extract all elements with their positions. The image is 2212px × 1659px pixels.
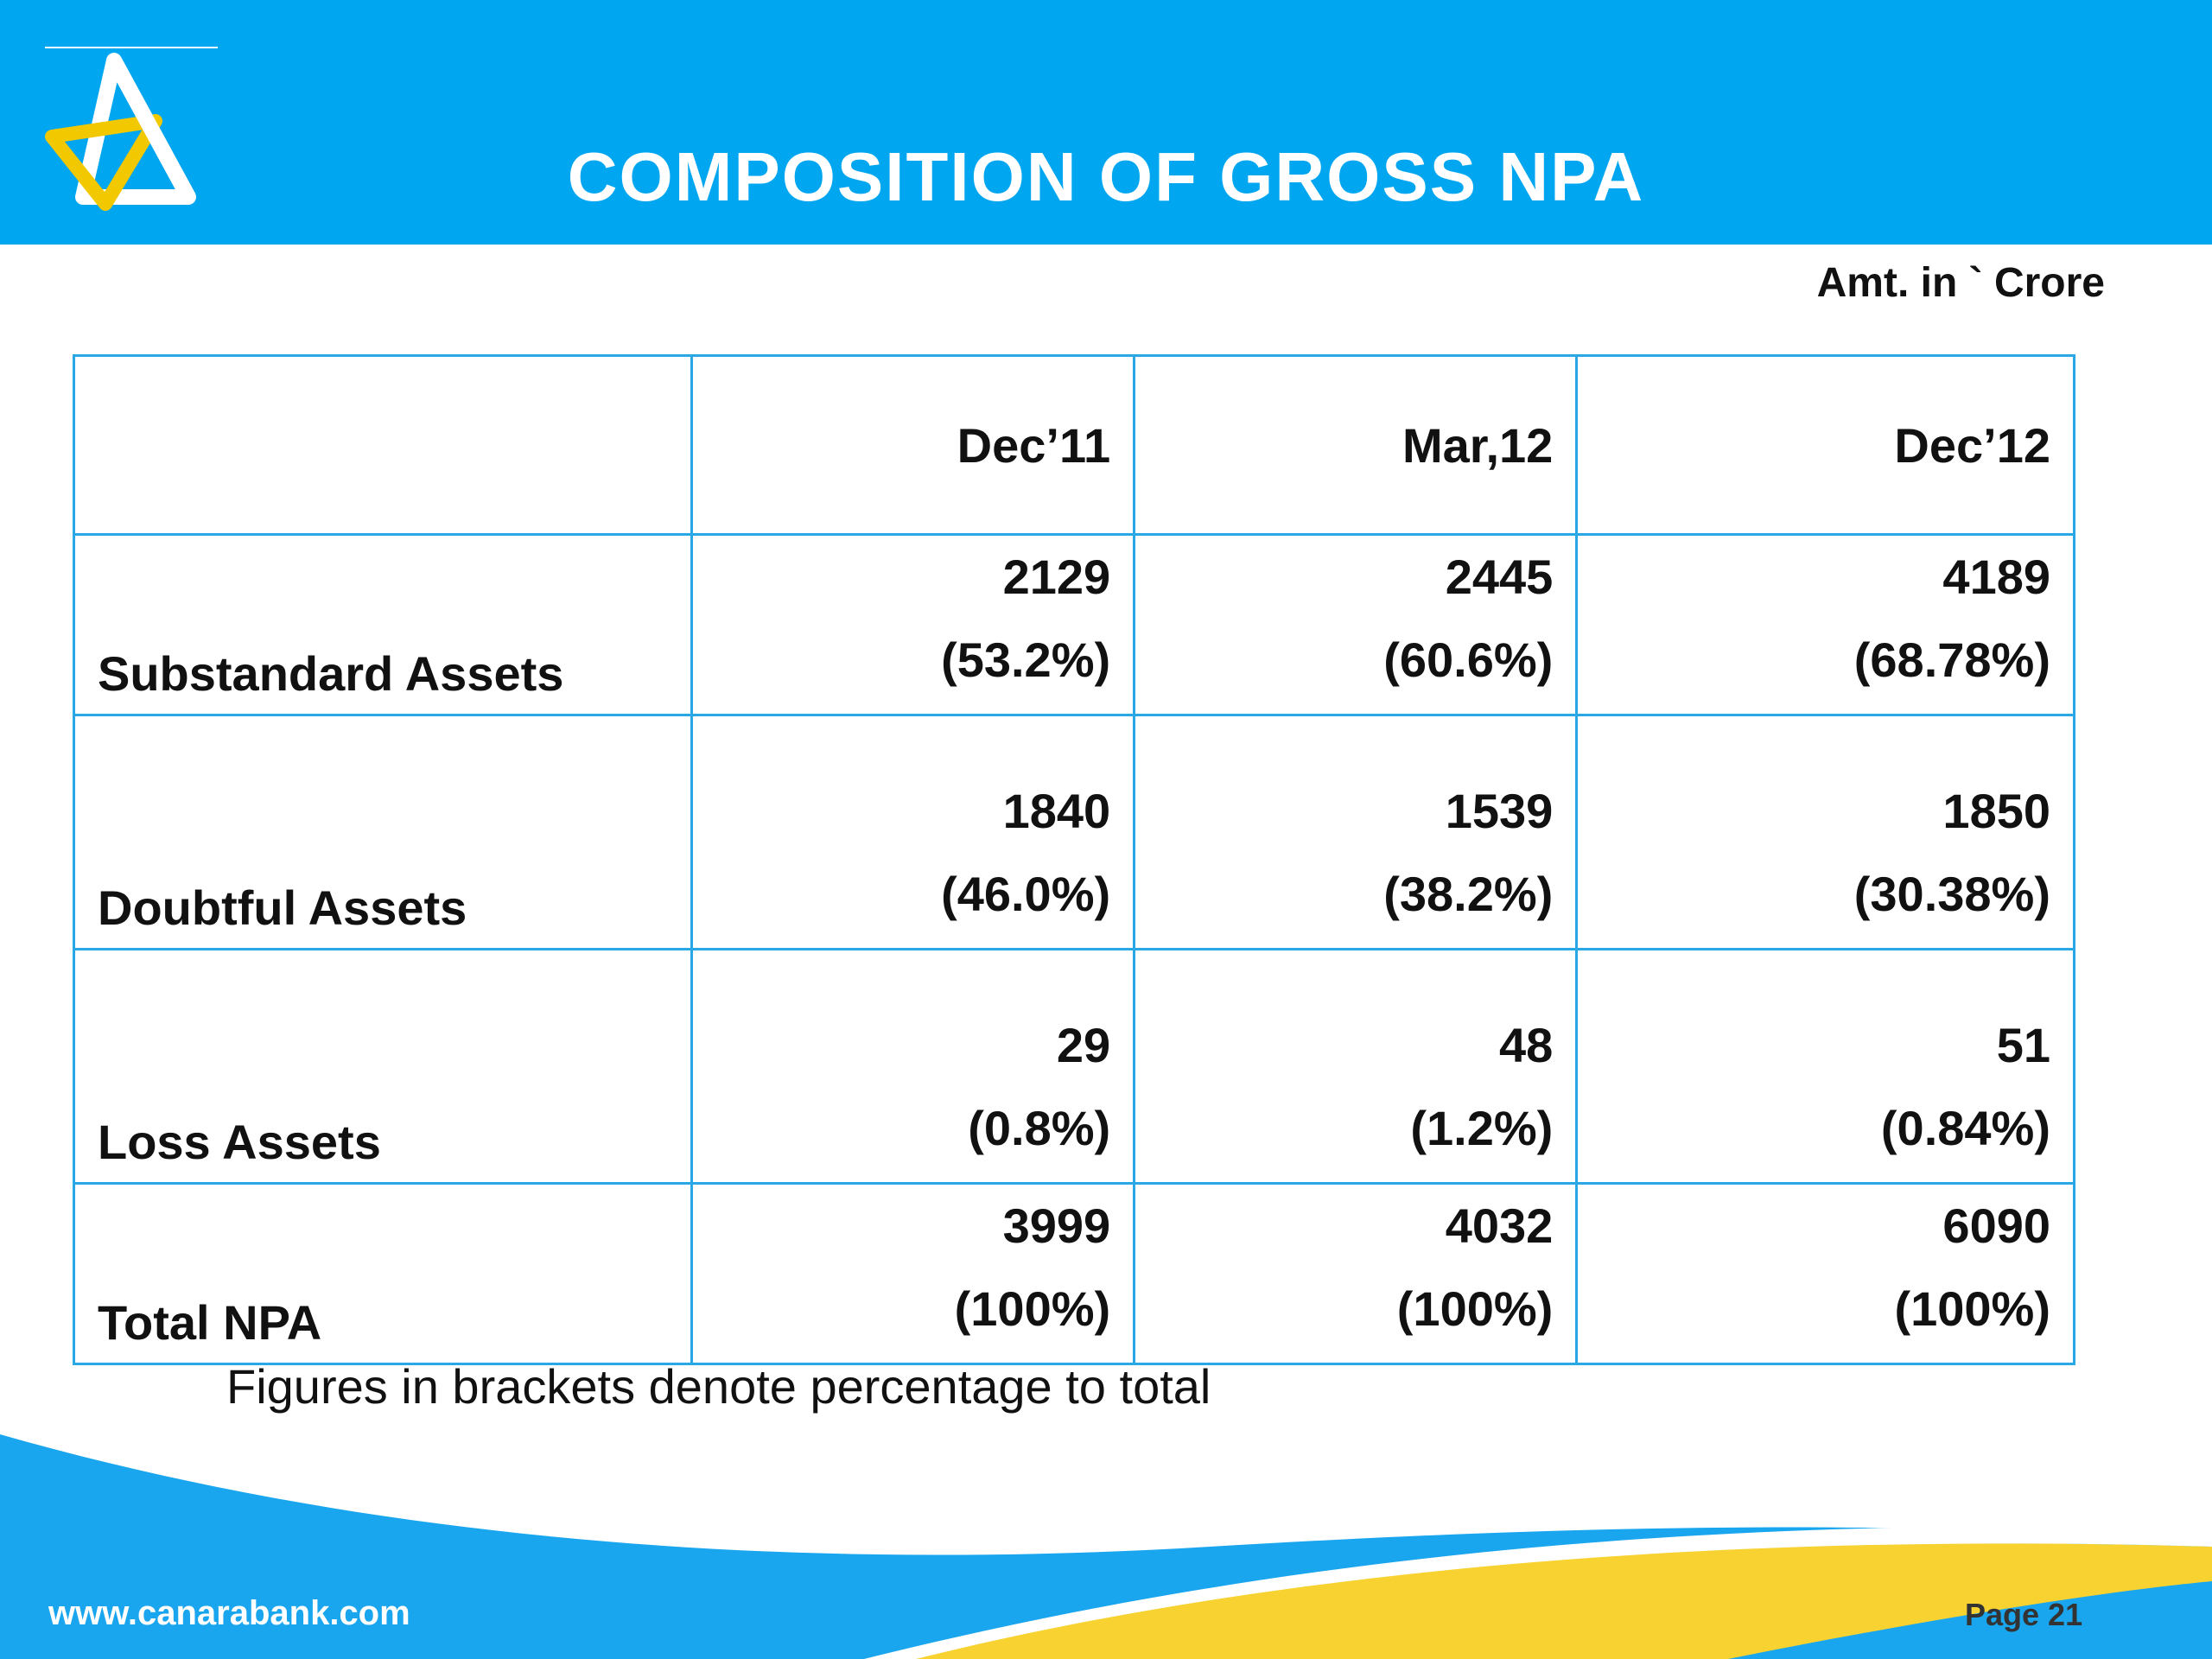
cell-percentage: (100%) (1894, 1281, 2050, 1336)
table-cell: 6090 (100%) (1575, 1182, 2075, 1365)
column-header: Dec’12 (1575, 354, 2075, 536)
table-row: Loss Assets 29 (0.8%) 48 (1.2%) 51 (0.84%) (73, 948, 2075, 1185)
cell-value: 51 (1996, 1018, 2050, 1072)
table-cell: 4189 (68.78%) (1575, 533, 2075, 716)
cell-value: 1850 (1942, 784, 2050, 838)
table-cell: 29 (0.8%) (690, 948, 1136, 1185)
cell-percentage: (68.78%) (1853, 632, 2050, 687)
cell-value: 4032 (1445, 1198, 1554, 1253)
cell-percentage: (100%) (1396, 1281, 1554, 1336)
table-header-row: Dec’11 Mar,12 Dec’12 (73, 354, 2075, 536)
cell-percentage: (0.84%) (1880, 1101, 2050, 1155)
table-cell: 51 (0.84%) (1575, 948, 2075, 1185)
table-cell: 1850 (30.38%) (1575, 714, 2075, 950)
table-corner-cell (73, 354, 693, 536)
cell-value: 1840 (1002, 784, 1111, 838)
row-label: Loss Assets (73, 948, 693, 1185)
header-bar: COMPOSITION OF GROSS NPA (0, 0, 2212, 245)
cell-value: 48 (1499, 1018, 1554, 1072)
cell-percentage: (60.6%) (1383, 632, 1554, 687)
cell-value: 2445 (1445, 550, 1554, 604)
page-title: COMPOSITION OF GROSS NPA (567, 138, 1645, 215)
cell-percentage: (38.2%) (1383, 867, 1554, 921)
table-cell: 3999 (100%) (690, 1182, 1136, 1365)
website-link[interactable]: www.canarabank.com (48, 1594, 410, 1632)
row-label: Total NPA (73, 1182, 693, 1365)
canara-bank-logo-icon (45, 53, 196, 211)
table-cell: 2445 (60.6%) (1133, 533, 1579, 716)
cell-percentage: (100%) (954, 1281, 1111, 1336)
swoosh-blue-right (1728, 1581, 2212, 1659)
page-number: Page 21 (1965, 1597, 2083, 1632)
column-header: Mar,12 (1133, 354, 1579, 536)
unit-note: Amt. in ` Crore (1816, 260, 2105, 306)
table-row: Substandard Assets 2129 (53.2%) 2445 (60.6… (73, 533, 2075, 716)
row-label: Substandard Assets (73, 533, 693, 716)
cell-value: 3999 (1002, 1198, 1111, 1253)
cell-value: 2129 (1002, 550, 1111, 604)
cell-value: 4189 (1942, 550, 2050, 604)
header-divider (45, 47, 218, 48)
cell-value: 29 (1056, 1018, 1111, 1072)
cell-percentage: (53.2%) (941, 632, 1111, 687)
table-cell: 1539 (38.2%) (1133, 714, 1579, 950)
swoosh-white-stripe (864, 1526, 2212, 1659)
cell-value: 6090 (1942, 1198, 2050, 1253)
table-cell: 1840 (46.0%) (690, 714, 1136, 950)
npa-table: Dec’11 Mar,12 Dec’12 Substandard Assets … (73, 354, 2075, 1365)
table-cell: 2129 (53.2%) (690, 533, 1136, 716)
footnote: Figures in brackets denote percentage to… (226, 1359, 1211, 1414)
cell-value: 1539 (1445, 784, 1554, 838)
cell-percentage: (30.38%) (1853, 867, 2050, 921)
table-row: Doubtful Assets 1840 (46.0%) 1539 (38.2%) … (73, 714, 2075, 950)
row-label: Doubtful Assets (73, 714, 693, 950)
table-cell: 4032 (100%) (1133, 1182, 1579, 1365)
cell-percentage: (46.0%) (941, 867, 1111, 921)
cell-percentage: (0.8%) (968, 1101, 1111, 1155)
column-header: Dec’11 (690, 354, 1136, 536)
table-row: Total NPA 3999 (100%) 4032 (100%) 6090 (100… (73, 1182, 2075, 1365)
cell-percentage: (1.2%) (1410, 1101, 1554, 1155)
table-cell: 48 (1.2%) (1133, 948, 1579, 1185)
